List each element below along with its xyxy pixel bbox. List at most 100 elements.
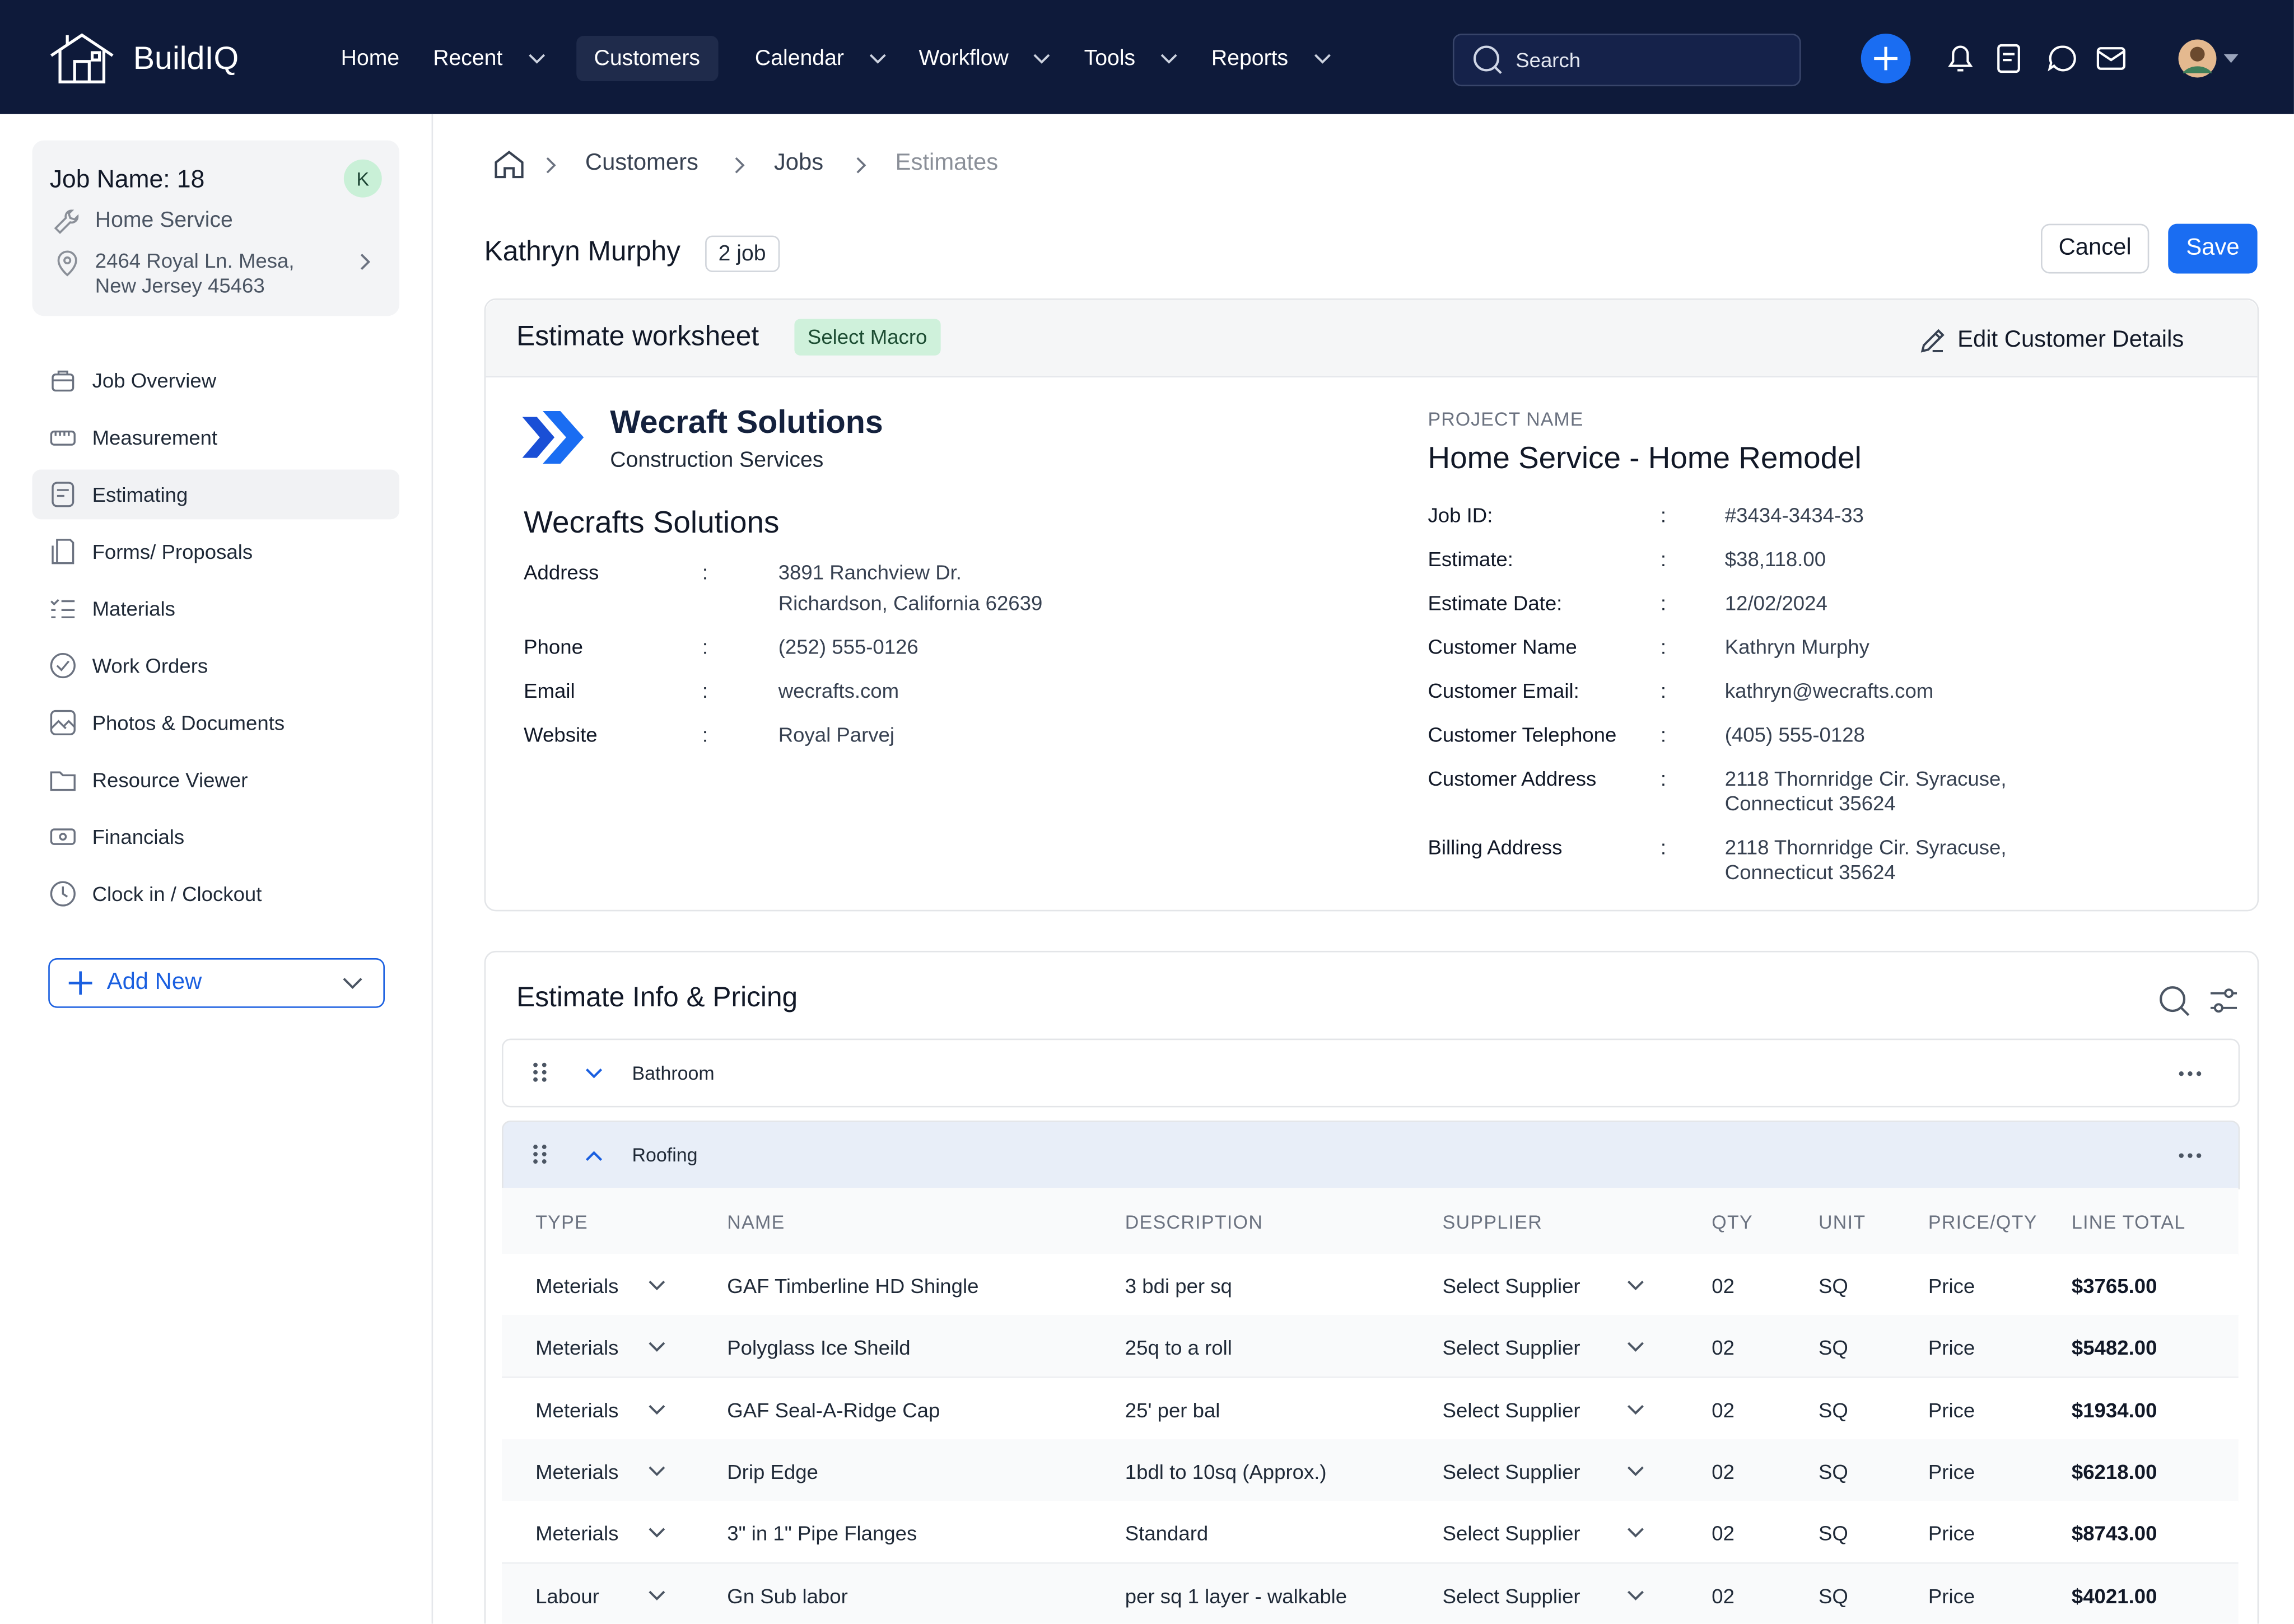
macro-button[interactable]: Select Macro	[794, 319, 940, 356]
table-cell[interactable]: Select Supplier	[1442, 1583, 1580, 1607]
menu-item[interactable]: Photos & Documents	[32, 698, 399, 748]
table-cell[interactable]: Select Supplier	[1442, 1522, 1580, 1545]
table-cell[interactable]: Select Supplier	[1442, 1459, 1580, 1483]
menu-item[interactable]: Work Orders	[32, 641, 399, 690]
table-row	[501, 1563, 2239, 1624]
company-logo	[522, 411, 584, 464]
chevron-down	[649, 1280, 665, 1291]
field-separator: :	[702, 679, 708, 702]
table-cell: GAF Seal-A-Ridge Cap	[727, 1398, 940, 1421]
add-new-button[interactable]: Add New	[48, 958, 385, 1008]
menu-item[interactable]: Materials	[32, 584, 399, 633]
nav-item[interactable]: Tools	[1084, 46, 1179, 71]
nav-item[interactable]: Home	[341, 46, 400, 71]
table-cell: per sq 1 layer - walkable	[1125, 1583, 1348, 1607]
field-separator: :	[702, 722, 708, 746]
job-card[interactable]: Job Name: 18 K Home Service 2464 Royal L…	[32, 140, 400, 316]
worksheet-header	[486, 300, 2258, 377]
menu-item[interactable]: Measurement	[32, 413, 399, 463]
table-cell: 02	[1712, 1583, 1735, 1607]
search-box[interactable]: Search	[1452, 34, 1801, 87]
table-cell: 3" in 1" Pipe Flanges	[727, 1522, 917, 1545]
menu-item[interactable]: Job Overview	[32, 356, 399, 405]
table-cell: GAF Timberline HD Shingle	[727, 1274, 979, 1298]
table-cell: 25q to a roll	[1125, 1336, 1232, 1360]
nav-item[interactable]: Customers	[576, 35, 718, 81]
company-brand: Wecraft Solutions	[610, 403, 883, 441]
table-cell[interactable]: Select Supplier	[1442, 1398, 1580, 1421]
table-header	[501, 1188, 2239, 1256]
field-separator: :	[1660, 503, 1667, 527]
menu-label: Financials	[92, 825, 185, 849]
table-filter[interactable]	[2208, 984, 2240, 1016]
field-row: Customer Email:: kathryn@wecrafts.com	[1428, 679, 2043, 722]
menu-label: Job Overview	[92, 368, 217, 393]
breadcrumb[interactable]: Customers	[585, 151, 698, 176]
table-cell[interactable]: Select Supplier	[1442, 1336, 1580, 1360]
field-separator: :	[702, 634, 708, 659]
edit-icon	[1920, 329, 1945, 353]
field-separator: :	[1660, 591, 1667, 615]
column-header: LINE TOTAL	[2071, 1211, 2186, 1234]
table-cell[interactable]: Meterials	[535, 1398, 619, 1421]
field-value: 2118 Thornridge Cir. Syracuse, Connectic…	[1724, 835, 2007, 884]
field-row: Billing Address: 2118 Thornridge Cir. Syr…	[1428, 836, 2043, 904]
edit-customer[interactable]: Edit Customer Details	[1957, 328, 2184, 353]
chevron-down	[528, 53, 544, 63]
company-tagline: Construction Services	[610, 447, 824, 473]
nav-item[interactable]: Reports	[1211, 46, 1332, 71]
chevron-down	[649, 1404, 665, 1415]
worksheet-card: Estimate worksheet Select Macro Edit Cus…	[484, 298, 2259, 912]
menu-item[interactable]: Forms/ Proposals	[32, 526, 399, 576]
menu-item[interactable]: Financials	[32, 812, 399, 862]
cancel-button[interactable]: Cancel	[2041, 223, 2150, 274]
table-cell: SQ	[1818, 1398, 1848, 1421]
nav-item[interactable]: Calendar	[755, 46, 888, 71]
column-header: DESCRIPTION	[1125, 1211, 1263, 1234]
field-separator: :	[1660, 634, 1667, 659]
table-cell: 3 bdi per sq	[1125, 1274, 1232, 1298]
menu-item[interactable]: Resource Viewer	[32, 755, 399, 805]
menu-item[interactable]: Clock in / Clockout	[32, 869, 399, 919]
group-row[interactable]: Bathroom	[501, 1038, 2240, 1108]
drag-handle	[533, 1062, 547, 1082]
add-button[interactable]	[1859, 32, 1912, 85]
save-button[interactable]: Save	[2168, 223, 2258, 274]
field-value: 2118 Thornridge Cir. Syracuse, Connectic…	[1724, 766, 2007, 815]
home-icon[interactable]	[493, 148, 525, 180]
menu-icon	[50, 710, 76, 736]
table-row	[501, 1501, 2239, 1564]
table-cell[interactable]: Meterials	[535, 1336, 619, 1360]
menu-item[interactable]: Estimating	[32, 469, 400, 520]
more-menu	[2179, 1153, 2202, 1158]
table-cell[interactable]: Meterials	[535, 1459, 619, 1483]
table-cell[interactable]: Labour	[535, 1583, 599, 1607]
field-row: Estimate Date:: 12/02/2024	[1428, 591, 2043, 634]
table-cell: $6218.00	[2071, 1459, 2157, 1483]
field-label: Website	[524, 722, 598, 746]
table-cell[interactable]: Select Supplier	[1442, 1274, 1580, 1298]
field-label: Estimate Date:	[1428, 591, 1563, 615]
job-name: Job Name: 18	[49, 165, 205, 193]
menu-icon	[52, 370, 74, 392]
breadcrumb[interactable]: Jobs	[773, 151, 824, 176]
field-row: Email: wecrafts.com	[524, 676, 1138, 720]
column-header: TYPE	[535, 1211, 589, 1234]
header-icons[interactable]	[1943, 41, 2133, 76]
field-label: Email	[524, 679, 575, 702]
nav-item[interactable]: Recent	[433, 46, 547, 71]
field-label: Customer Email:	[1428, 679, 1579, 702]
table-cell: 02	[1712, 1459, 1735, 1483]
table-cell[interactable]: Meterials	[535, 1522, 619, 1545]
nav-item[interactable]: Workflow	[918, 46, 1052, 71]
menu-icon	[52, 539, 74, 564]
group-row[interactable]: Roofing	[501, 1120, 2240, 1189]
table-search[interactable]	[2156, 983, 2192, 1018]
group-name: Roofing	[632, 1144, 698, 1166]
chevron-right	[360, 254, 371, 270]
field-value: (405) 555-0128	[1724, 722, 1865, 746]
table-cell[interactable]: Meterials	[535, 1274, 619, 1298]
field-label: Billing Address	[1428, 835, 1563, 859]
user-avatar[interactable]	[2177, 38, 2247, 79]
